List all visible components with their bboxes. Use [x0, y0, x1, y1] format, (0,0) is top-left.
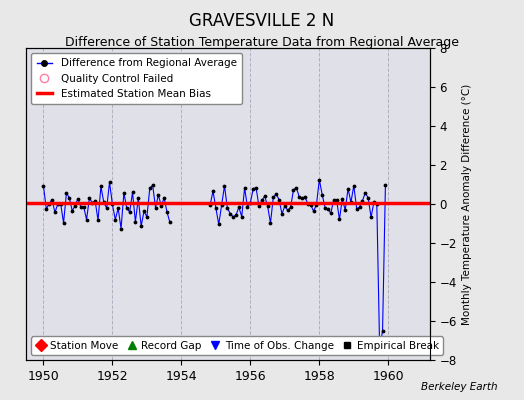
Text: Berkeley Earth: Berkeley Earth: [421, 382, 498, 392]
Text: Difference of Station Temperature Data from Regional Average: Difference of Station Temperature Data f…: [65, 36, 459, 49]
Y-axis label: Monthly Temperature Anomaly Difference (°C): Monthly Temperature Anomaly Difference (…: [462, 83, 472, 325]
Legend: Station Move, Record Gap, Time of Obs. Change, Empirical Break: Station Move, Record Gap, Time of Obs. C…: [31, 336, 443, 355]
Text: GRAVESVILLE 2 N: GRAVESVILLE 2 N: [189, 12, 335, 30]
